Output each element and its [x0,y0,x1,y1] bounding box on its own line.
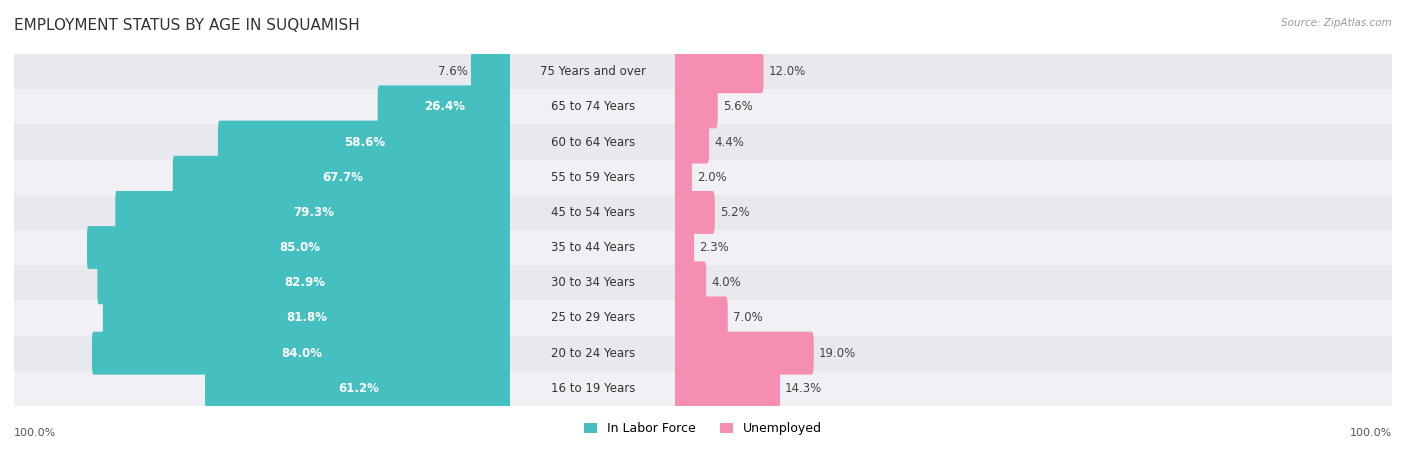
Text: 58.6%: 58.6% [344,136,385,148]
Text: 67.7%: 67.7% [322,171,363,184]
Text: 26.4%: 26.4% [425,101,465,113]
FancyBboxPatch shape [510,160,675,195]
FancyBboxPatch shape [97,261,512,304]
Text: 35 to 44 Years: 35 to 44 Years [551,241,636,254]
FancyBboxPatch shape [14,54,510,89]
FancyBboxPatch shape [14,195,510,230]
FancyBboxPatch shape [675,54,1392,89]
FancyBboxPatch shape [673,191,714,234]
Text: Source: ZipAtlas.com: Source: ZipAtlas.com [1281,18,1392,28]
FancyBboxPatch shape [510,230,675,265]
Text: 25 to 29 Years: 25 to 29 Years [551,312,636,324]
FancyBboxPatch shape [673,226,695,269]
FancyBboxPatch shape [14,300,510,336]
FancyBboxPatch shape [510,54,675,89]
Text: 60 to 64 Years: 60 to 64 Years [551,136,636,148]
Text: 4.0%: 4.0% [711,276,741,289]
Text: 7.6%: 7.6% [437,65,467,78]
FancyBboxPatch shape [205,367,512,410]
FancyBboxPatch shape [510,265,675,300]
Text: 16 to 19 Years: 16 to 19 Years [551,382,636,395]
FancyBboxPatch shape [673,156,692,199]
FancyBboxPatch shape [673,331,814,375]
FancyBboxPatch shape [675,195,1392,230]
FancyBboxPatch shape [510,300,675,336]
FancyBboxPatch shape [471,50,512,93]
Text: 7.0%: 7.0% [733,312,762,324]
Text: EMPLOYMENT STATUS BY AGE IN SUQUAMISH: EMPLOYMENT STATUS BY AGE IN SUQUAMISH [14,18,360,33]
Text: 12.0%: 12.0% [769,65,806,78]
Text: 85.0%: 85.0% [278,241,319,254]
Text: 84.0%: 84.0% [281,347,322,359]
FancyBboxPatch shape [510,336,675,371]
FancyBboxPatch shape [173,156,512,199]
FancyBboxPatch shape [14,230,510,265]
Text: 45 to 54 Years: 45 to 54 Years [551,206,636,219]
Text: 82.9%: 82.9% [284,276,325,289]
FancyBboxPatch shape [14,89,510,124]
FancyBboxPatch shape [675,371,1392,406]
FancyBboxPatch shape [14,336,510,371]
FancyBboxPatch shape [14,160,510,195]
FancyBboxPatch shape [675,336,1392,371]
Text: 30 to 34 Years: 30 to 34 Years [551,276,634,289]
FancyBboxPatch shape [91,331,512,375]
FancyBboxPatch shape [14,265,510,300]
FancyBboxPatch shape [673,367,780,410]
Text: 5.6%: 5.6% [723,101,752,113]
Text: 4.4%: 4.4% [714,136,744,148]
FancyBboxPatch shape [510,124,675,160]
Text: 19.0%: 19.0% [818,347,856,359]
FancyBboxPatch shape [378,85,512,129]
FancyBboxPatch shape [510,195,675,230]
Text: 65 to 74 Years: 65 to 74 Years [551,101,636,113]
FancyBboxPatch shape [675,265,1392,300]
Text: 5.2%: 5.2% [720,206,749,219]
FancyBboxPatch shape [675,124,1392,160]
Text: 100.0%: 100.0% [14,428,56,438]
Text: 2.3%: 2.3% [699,241,728,254]
Text: 79.3%: 79.3% [292,206,333,219]
FancyBboxPatch shape [675,230,1392,265]
Text: 100.0%: 100.0% [1350,428,1392,438]
FancyBboxPatch shape [673,85,717,129]
FancyBboxPatch shape [675,160,1392,195]
FancyBboxPatch shape [673,120,709,164]
FancyBboxPatch shape [218,120,512,164]
Text: 2.0%: 2.0% [697,171,727,184]
FancyBboxPatch shape [510,89,675,124]
Text: 61.2%: 61.2% [337,382,378,395]
Text: 20 to 24 Years: 20 to 24 Years [551,347,636,359]
FancyBboxPatch shape [673,50,763,93]
Text: 55 to 59 Years: 55 to 59 Years [551,171,634,184]
Text: 14.3%: 14.3% [785,382,823,395]
FancyBboxPatch shape [510,371,675,406]
FancyBboxPatch shape [115,191,512,234]
FancyBboxPatch shape [673,296,728,340]
FancyBboxPatch shape [675,89,1392,124]
FancyBboxPatch shape [675,300,1392,336]
Text: 81.8%: 81.8% [287,312,328,324]
FancyBboxPatch shape [673,261,706,304]
FancyBboxPatch shape [103,296,512,340]
FancyBboxPatch shape [87,226,512,269]
FancyBboxPatch shape [14,124,510,160]
Text: 75 Years and over: 75 Years and over [540,65,645,78]
Legend: In Labor Force, Unemployed: In Labor Force, Unemployed [579,417,827,440]
FancyBboxPatch shape [14,371,510,406]
